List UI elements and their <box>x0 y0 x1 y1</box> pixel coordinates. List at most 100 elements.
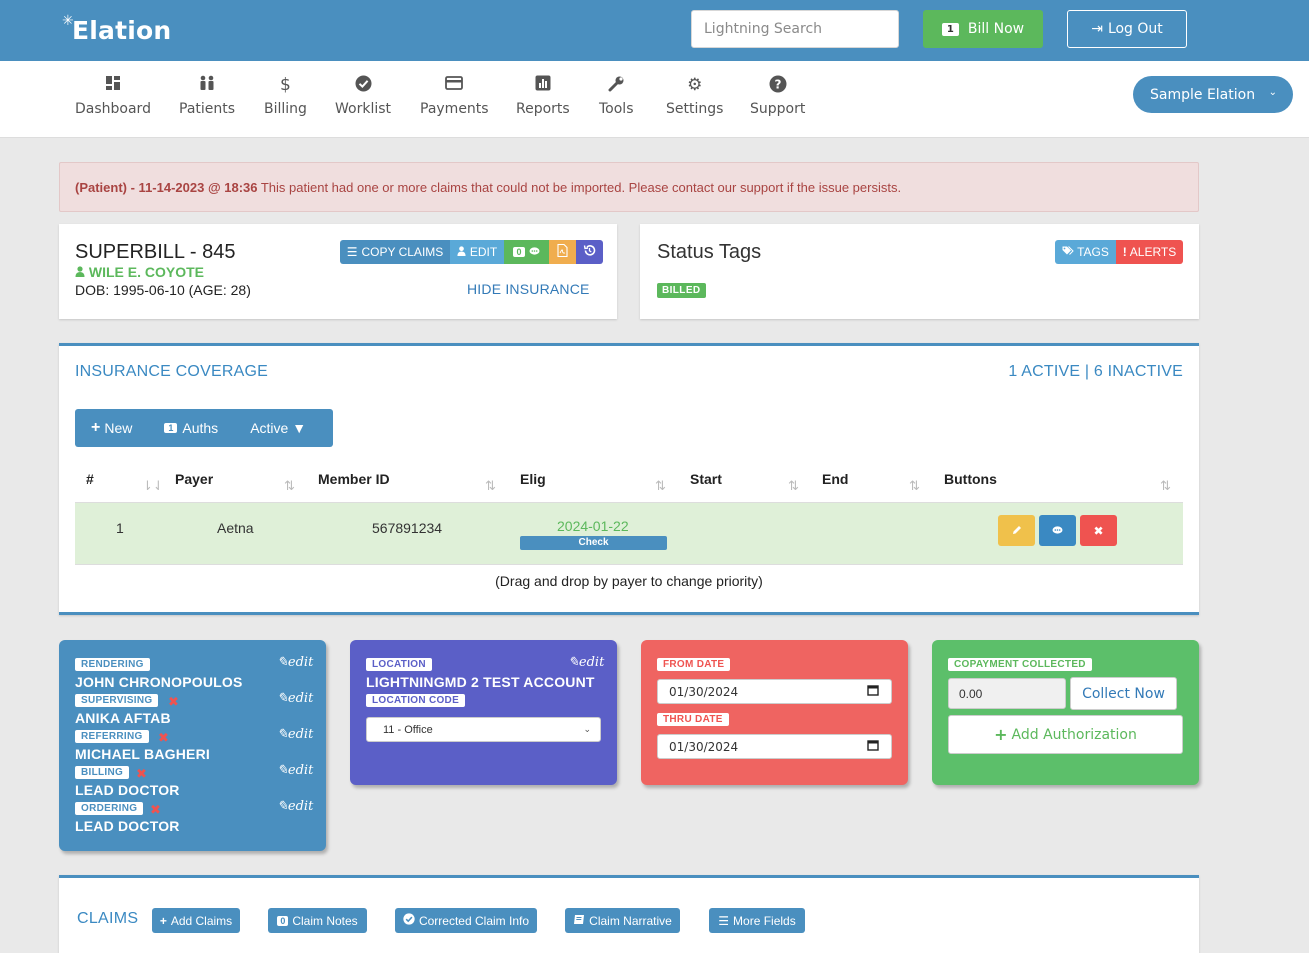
copay-amount-input[interactable]: 0.00 <box>948 678 1066 709</box>
claim-notes-button[interactable]: 0 Claim Notes <box>268 908 367 933</box>
column-header-member-id[interactable]: Member ID <box>318 471 390 487</box>
svg-text:?: ? <box>774 78 781 92</box>
claim-narrative-button[interactable]: Claim Narrative <box>565 908 680 933</box>
superbill-card: SUPERBILL - 845 WILE E. COYOTE DOB: 1995… <box>59 224 617 319</box>
list-icon: ☰ <box>718 913 730 928</box>
row-payer: Aetna <box>217 520 254 536</box>
lightning-search-input[interactable] <box>691 10 899 48</box>
edit-superbill-button[interactable]: EDIT <box>450 240 504 264</box>
remove-ordering-icon[interactable]: ✖ <box>150 802 161 817</box>
edit-location-link[interactable]: ✎edit <box>568 655 605 670</box>
ordering-label: ORDERING <box>75 802 144 815</box>
sort-icon[interactable]: ⇅ <box>485 478 496 493</box>
thru-date-input[interactable]: 01/30/2024 <box>657 734 892 759</box>
column-header-num[interactable]: # <box>86 471 94 487</box>
row-member-id: 567891234 <box>372 520 443 536</box>
add-authorization-label: Add Authorization <box>1011 726 1137 743</box>
nav-item-billing[interactable]: $ Billing <box>264 75 307 117</box>
add-claims-label: Add Claims <box>170 913 233 928</box>
pencil-icon: ✎ <box>277 799 288 814</box>
remove-referring-icon[interactable]: ✖ <box>158 730 169 745</box>
supervising-label: SUPERVISING <box>75 694 159 707</box>
bar-chart-icon <box>516 75 570 97</box>
hide-insurance-link[interactable]: HIDE INSURANCE <box>467 281 590 297</box>
nav-item-support[interactable]: ? Support <box>750 75 805 117</box>
tags-button[interactable]: TAGS <box>1055 240 1116 264</box>
column-header-start[interactable]: Start <box>690 471 722 487</box>
column-header-payer[interactable]: Payer <box>175 471 214 487</box>
table-row[interactable]: 1 Aetna 567891234 2024-01-22 Check ✖ <box>75 502 1183 565</box>
auths-label: Auths <box>182 420 219 436</box>
remove-billing-icon[interactable]: ✖ <box>136 766 147 781</box>
sort-icon[interactable]: ⇅ <box>1160 478 1171 493</box>
insurance-coverage-title: INSURANCE COVERAGE <box>75 363 268 380</box>
corrected-claim-info-button[interactable]: Corrected Claim Info <box>395 908 537 933</box>
auths-count-badge: 1 <box>164 423 178 433</box>
sort-icon[interactable]: ⇂⇃ <box>142 478 164 493</box>
column-header-buttons[interactable]: Buttons <box>944 471 997 487</box>
edit-referring-link[interactable]: ✎edit <box>277 727 314 742</box>
book-icon <box>573 914 585 928</box>
nav-item-tools[interactable]: Tools <box>599 75 634 117</box>
sort-icon[interactable]: ⇅ <box>655 478 666 493</box>
pdf-button[interactable] <box>549 240 576 264</box>
gear-icon: ⚙ <box>687 75 703 95</box>
sort-icon[interactable]: ⇅ <box>284 478 295 493</box>
edit-ordering-link[interactable]: ✎edit <box>277 799 314 814</box>
question-circle-icon: ? <box>750 75 805 97</box>
auths-button[interactable]: 1 Auths <box>164 420 218 436</box>
claim-narrative-label: Claim Narrative <box>589 913 672 928</box>
add-authorization-button[interactable]: + Add Authorization <box>948 715 1183 754</box>
insurance-active-summary[interactable]: 1 ACTIVE | 6 INACTIVE <box>1008 363 1183 380</box>
chevron-down-icon: ⌄ <box>583 724 591 734</box>
nav-label-tools: Tools <box>599 101 634 117</box>
patient-name-label: WILE E. COYOTE <box>88 264 205 280</box>
main-nav: Dashboard Patients $ Billing Worklist Pa… <box>0 61 1309 138</box>
column-header-elig[interactable]: Elig <box>520 471 546 487</box>
log-out-button[interactable]: ⇥ Log Out <box>1067 10 1187 48</box>
dollar-icon: $ <box>280 75 291 95</box>
new-insurance-button[interactable]: + New <box>91 419 132 437</box>
active-filter-dropdown[interactable]: Active ▼ <box>250 420 307 436</box>
pencil-icon: ✎ <box>277 655 288 670</box>
check-eligibility-button[interactable]: Check <box>520 536 667 550</box>
remove-supervising-icon[interactable]: ✖ <box>168 694 179 709</box>
calendar-icon[interactable] <box>867 684 879 700</box>
more-fields-button[interactable]: ☰ More Fields <box>709 908 805 933</box>
nav-item-reports[interactable]: Reports <box>516 75 570 117</box>
column-header-end[interactable]: End <box>822 471 849 487</box>
notes-button[interactable]: 0 <box>504 240 549 264</box>
copay-card: COPAYMENT COLLECTED 0.00 Collect Now + A… <box>932 640 1199 785</box>
edit-billing-link[interactable]: ✎edit <box>277 763 314 778</box>
patient-name[interactable]: WILE E. COYOTE <box>75 264 204 280</box>
comment-insurance-button[interactable] <box>1039 515 1076 546</box>
calendar-icon[interactable] <box>867 739 879 755</box>
nav-item-settings[interactable]: ⚙ Settings <box>666 75 723 117</box>
elation-logo[interactable]: ✳ Elation <box>62 13 172 45</box>
referring-provider-name: MICHAEL BAGHERI <box>75 746 210 762</box>
edit-label: EDIT <box>469 245 498 259</box>
edit-supervising-link[interactable]: ✎edit <box>277 691 314 706</box>
account-label: Sample Elation <box>1150 86 1256 103</box>
collect-now-button[interactable]: Collect Now <box>1070 677 1177 710</box>
credit-card-icon <box>420 75 489 97</box>
billing-provider-name: LEAD DOCTOR <box>75 782 180 798</box>
nav-item-payments[interactable]: Payments <box>420 75 489 117</box>
location-code-select[interactable]: 11 - Office ⌄ <box>366 717 601 742</box>
sort-icon[interactable]: ⇅ <box>788 478 799 493</box>
nav-item-worklist[interactable]: Worklist <box>335 75 391 117</box>
edit-rendering-link[interactable]: ✎edit <box>277 655 314 670</box>
delete-insurance-button[interactable]: ✖ <box>1080 515 1117 546</box>
alerts-button[interactable]: ! ALERTS <box>1116 240 1183 264</box>
edit-insurance-button[interactable] <box>998 515 1035 546</box>
sort-icon[interactable]: ⇅ <box>909 478 920 493</box>
from-date-input[interactable]: 01/30/2024 <box>657 679 892 704</box>
copy-claims-button[interactable]: ☰ COPY CLAIMS <box>340 240 450 264</box>
nav-item-dashboard[interactable]: Dashboard <box>75 75 151 117</box>
plus-icon: + <box>91 419 101 436</box>
account-dropdown[interactable]: Sample Elation ⌄ <box>1133 76 1293 113</box>
nav-item-patients[interactable]: Patients <box>179 75 235 117</box>
history-button[interactable] <box>576 240 603 264</box>
add-claims-button[interactable]: + Add Claims <box>152 908 240 933</box>
bill-now-button[interactable]: 1 Bill Now <box>923 10 1043 48</box>
